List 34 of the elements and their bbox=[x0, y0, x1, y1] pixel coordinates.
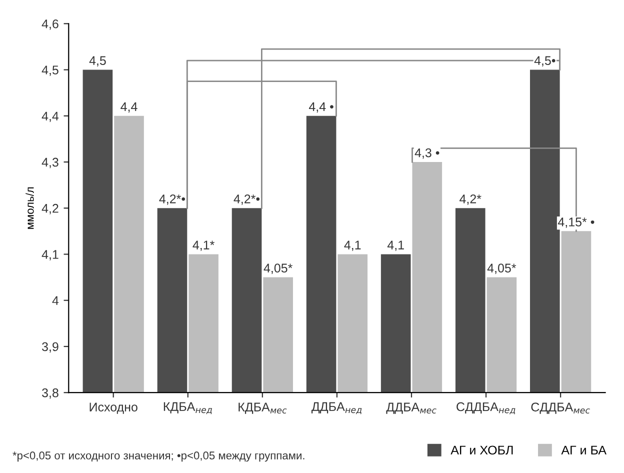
y-axis-title: ммоль/л bbox=[26, 187, 34, 229]
x-tick-label: Исходно bbox=[90, 402, 138, 414]
data-label: 4,1 bbox=[344, 240, 361, 251]
data-label: 4,05* bbox=[264, 264, 292, 274]
y-tick-label: 4,5 bbox=[42, 66, 58, 76]
x-tick-label: СДДБА$_{нед}$ bbox=[456, 402, 516, 414]
y-tick-label: 4,3 bbox=[42, 158, 58, 168]
y-tick-label: 4 bbox=[52, 296, 59, 305]
data-label: 4,4 • bbox=[308, 102, 334, 113]
x-tick-label: ДДБА$_{нед}$ bbox=[311, 402, 362, 414]
y-tick-label: 4,1 bbox=[42, 250, 58, 260]
data-label: 4,2* bbox=[460, 194, 482, 205]
legend-label: АГ и ХОБЛ bbox=[450, 446, 513, 455]
y-tick-label: 3,8 bbox=[42, 388, 58, 399]
x-tick-label: ДДБА$_{мес}$ bbox=[386, 402, 436, 414]
data-label: 4,05* bbox=[487, 264, 516, 274]
text: *p<0,05 от исходного значения; •p<0,05 между группами. bbox=[12, 452, 304, 462]
y-tick-label: 4,2 bbox=[42, 204, 58, 214]
data-label: 4,4 bbox=[120, 102, 138, 113]
legend-label: АГ и БА bbox=[561, 446, 606, 454]
data-label: 4,5• bbox=[534, 56, 556, 66]
y-tick-label: 4,4 bbox=[42, 112, 59, 122]
data-label: 4,2*• bbox=[234, 194, 260, 205]
data-label: 4,15* • bbox=[558, 218, 594, 228]
data-label: 4,1 bbox=[387, 240, 404, 251]
data-label: 4,1* bbox=[192, 240, 214, 251]
x-tick-label: СДДБА$_{мес}$ bbox=[531, 402, 590, 414]
y-tick-label: 3,9 bbox=[42, 342, 58, 353]
data-label: 4,5 bbox=[89, 56, 106, 66]
data-label: 4,3 • bbox=[414, 148, 440, 159]
x-tick-label: КДБА$_{мес}$ bbox=[238, 402, 287, 414]
y-tick-label: 4,6 bbox=[42, 19, 58, 30]
x-tick-label: КДБА$_{нед}$ bbox=[164, 402, 212, 414]
data-label: 4,2*• bbox=[159, 194, 186, 205]
